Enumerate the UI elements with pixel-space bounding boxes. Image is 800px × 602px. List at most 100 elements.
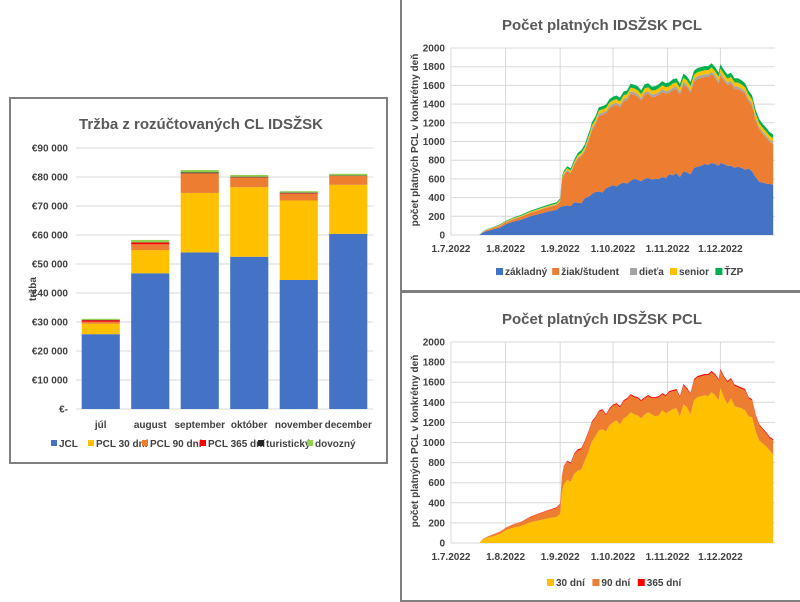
legend-label: 90 dní: [601, 578, 631, 589]
bar-segment: [181, 170, 219, 172]
legend-swatch: [307, 440, 313, 446]
passes-by-validity-chart-panel: Počet platných IDSŽSK PCL počet platných…: [400, 291, 800, 602]
bar-segment: [131, 250, 169, 273]
legend-label: PCL 365 dní: [208, 439, 266, 450]
x-tick-label: 1.12.2022: [698, 244, 743, 255]
legend-label: JCL: [59, 439, 78, 450]
bar-segment: [82, 322, 120, 324]
bar-segment: [329, 174, 367, 176]
y-tick-label: €-: [59, 405, 68, 416]
bar-segment: [82, 320, 120, 321]
bar-segment: [280, 200, 318, 279]
y-tick-label: 1000: [423, 438, 446, 449]
bar-segment: [329, 234, 367, 409]
bar-segment: [329, 176, 367, 185]
y-axis-label: počet platných PCL v konkrétny deň: [410, 54, 421, 227]
bar-segment: [230, 175, 268, 177]
y-tick-label: 400: [428, 193, 445, 204]
y-tick-label: 1400: [423, 398, 446, 409]
legend-label: dovozný: [315, 439, 356, 450]
y-tick-label: €30 000: [32, 318, 69, 329]
y-tick-label: 0: [439, 539, 445, 550]
bar-segment: [131, 240, 169, 242]
legend-label: 365 dní: [647, 578, 683, 589]
bar-segment: [280, 280, 318, 409]
y-tick-label: 1200: [423, 418, 446, 429]
bar-segment: [181, 193, 219, 252]
x-tick-label: 1.10.2022: [591, 552, 636, 563]
legend-swatch: [638, 579, 645, 586]
legend-swatch: [630, 268, 637, 275]
legend-label: PCL 30 dní: [96, 439, 149, 450]
legend-label: PCL 90 dní: [150, 439, 203, 450]
legend-label: ŤZP: [724, 265, 743, 278]
passes-by-type-chart-panel: Počet platných IDSŽSK PCL počet platných…: [400, 0, 800, 292]
chart-title: Počet platných IDSŽSK PCL: [502, 16, 702, 34]
legend-label: základný: [505, 267, 548, 278]
x-tick-label: 1.7.2022: [432, 244, 471, 255]
x-tick-label: november: [275, 420, 323, 431]
y-tick-label: 600: [428, 174, 445, 185]
y-tick-label: 2000: [423, 338, 446, 349]
bar-segment: [181, 174, 219, 193]
legend-swatch: [496, 268, 503, 275]
chart-title: Počet platných IDSŽSK PCL: [502, 310, 702, 328]
legend-swatch: [592, 579, 599, 586]
y-tick-label: 800: [428, 156, 445, 167]
x-tick-label: 1.11.2022: [646, 552, 690, 563]
legend-swatch: [715, 268, 722, 275]
y-tick-label: 1800: [423, 62, 446, 73]
y-tick-label: 1800: [423, 358, 446, 369]
x-tick-label: august: [134, 420, 167, 431]
y-tick-label: 400: [428, 498, 445, 509]
legend-swatch: [258, 440, 264, 446]
legend-label: 30 dní: [556, 578, 586, 589]
legend-swatch: [142, 440, 148, 446]
y-tick-label: €60 000: [32, 231, 69, 242]
y-tick-label: 200: [428, 518, 445, 529]
legend-swatch: [670, 268, 677, 275]
y-tick-label: 1600: [423, 378, 446, 389]
x-tick-label: október: [231, 420, 268, 431]
passes-by-validity-chart: Počet platných IDSŽSK PCL počet platných…: [402, 293, 800, 600]
y-tick-label: €80 000: [32, 173, 69, 184]
legend-label: senior: [679, 267, 709, 278]
bar-segment: [280, 193, 318, 194]
bar-segment: [230, 177, 268, 178]
y-tick-label: €70 000: [32, 202, 69, 213]
y-tick-label: 200: [428, 212, 445, 223]
legend-swatch: [200, 440, 206, 446]
y-tick-label: 2000: [423, 44, 446, 55]
passes-by-type-chart: Počet platných IDSŽSK PCL počet platných…: [402, 0, 800, 290]
bar-segment: [329, 185, 367, 234]
y-tick-label: 1400: [423, 100, 446, 111]
x-tick-label: 1.7.2022: [432, 552, 471, 563]
bar-segment: [82, 324, 120, 334]
legend-swatch: [552, 268, 559, 275]
legend-label: dieťa: [639, 267, 664, 278]
y-tick-label: €20 000: [32, 347, 69, 358]
revenue-chart-panel: Tržba z rozúčtovaných CL IDSŽSK tržba €-…: [9, 97, 388, 464]
x-tick-label: 1.9.2022: [541, 552, 580, 563]
bar-segment: [280, 191, 318, 192]
y-tick-label: 1000: [423, 137, 446, 148]
y-tick-label: 600: [428, 478, 445, 489]
y-tick-label: €90 000: [32, 144, 69, 155]
y-tick-label: 1600: [423, 81, 446, 92]
legend-swatch: [88, 440, 94, 446]
legend-swatch: [547, 579, 554, 586]
bar-segment: [82, 334, 120, 409]
x-tick-label: 1.10.2022: [591, 244, 636, 255]
x-tick-label: júl: [94, 420, 107, 431]
y-tick-label: €10 000: [32, 376, 69, 387]
legend-label: žiak/študent: [561, 267, 619, 278]
x-tick-label: 1.8.2022: [486, 244, 525, 255]
revenue-chart: Tržba z rozúčtovaných CL IDSŽSK tržba €-…: [11, 99, 386, 462]
legend-swatch: [51, 440, 57, 446]
bar-segment: [230, 187, 268, 257]
y-tick-label: €40 000: [32, 289, 69, 300]
bar-segment: [280, 194, 318, 201]
x-tick-label: 1.12.2022: [698, 552, 743, 563]
legend-label: turistický: [266, 439, 311, 450]
y-axis-label: počet platných PCL v konkrétny deň: [410, 355, 421, 528]
